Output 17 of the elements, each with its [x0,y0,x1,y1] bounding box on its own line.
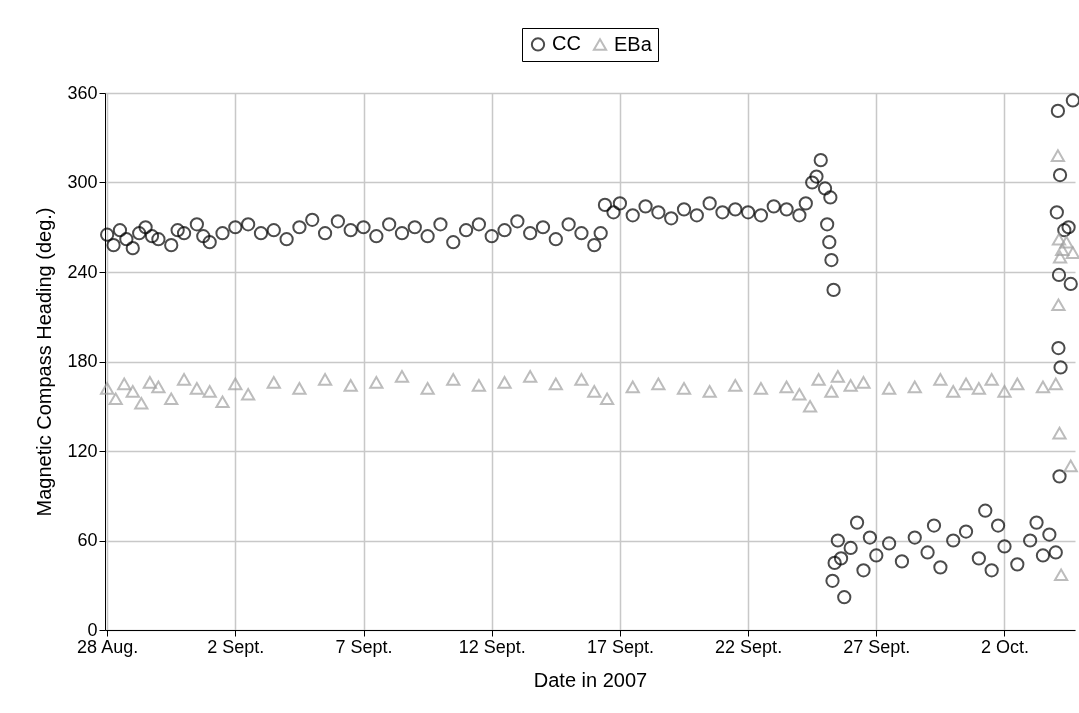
x-tick-label: 2 Sept. [207,636,265,657]
x-tick-label: 12 Sept. [458,636,526,657]
y-axis-title: Magnetic Compass Heading (deg.) [33,207,56,517]
x-tick-label: 7 Sept. [335,636,393,657]
legend-label: CC [552,32,581,55]
y-tick-label: 180 [67,351,98,371]
x-tick-label: 17 Sept. [586,636,654,657]
legend-label: EBa [614,32,653,55]
y-tick-label: 120 [67,440,98,461]
x-tick-label: 2 Oct. [980,636,1029,657]
y-tick-label: 360 [67,82,98,103]
x-tick-label: 27 Sept. [843,636,911,657]
x-axis-title: Date in 2007 [533,668,648,691]
y-tick-label: 60 [77,530,98,550]
x-tick-label: 22 Sept. [715,636,783,657]
y-tick-label: 300 [67,172,98,192]
y-tick-label: 240 [67,261,98,282]
